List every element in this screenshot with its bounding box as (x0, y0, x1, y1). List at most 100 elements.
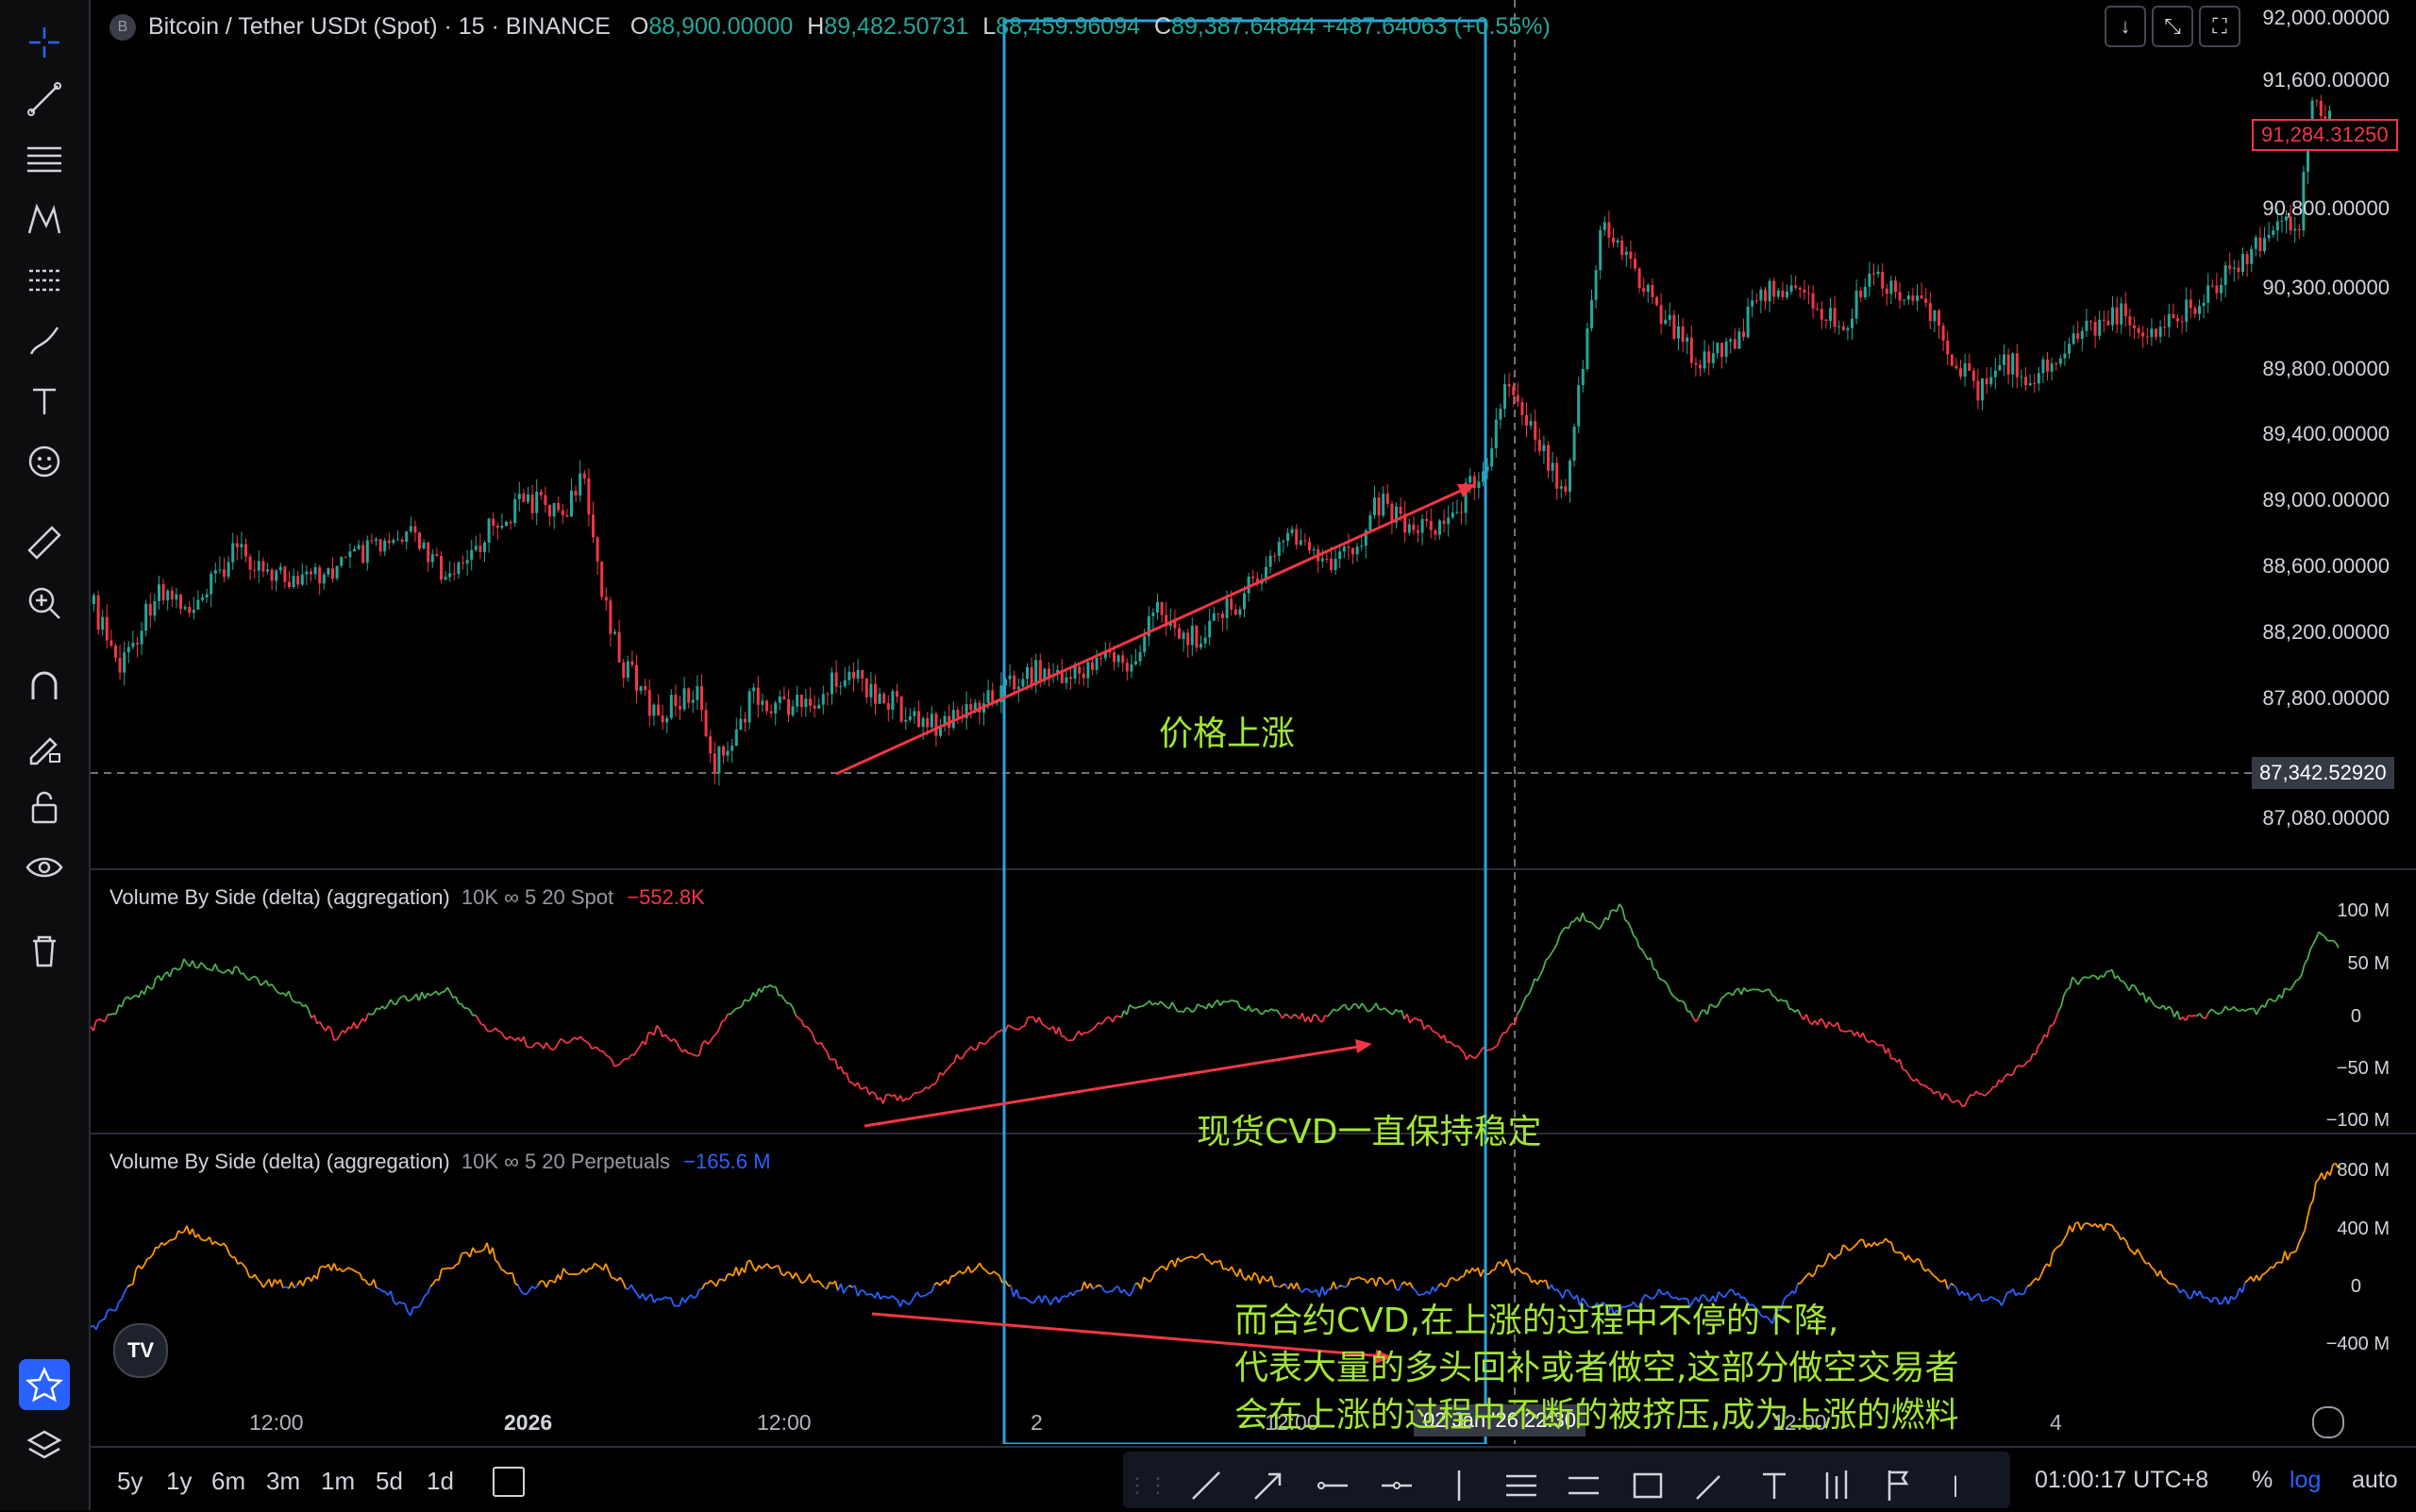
candle-body (410, 527, 412, 532)
candle-body (244, 544, 247, 556)
pattern-icon[interactable] (19, 194, 70, 245)
chart-area[interactable]: B Bitcoin / Tether USDt (Spot) · 15 · BI… (91, 0, 2416, 1444)
brush-icon[interactable] (1689, 1465, 1731, 1506)
perp-cvd-segment (122, 1292, 125, 1299)
spot-cvd-segment (272, 984, 275, 988)
spot-cvd-segment (1676, 999, 1679, 1001)
spot-cvd-segment (2293, 981, 2296, 985)
fib-icon[interactable] (1501, 1465, 1542, 1506)
crosshair-icon[interactable] (19, 17, 70, 68)
current-price-badge: 91,284.31250 (2252, 119, 2398, 151)
ruler-icon[interactable] (19, 517, 70, 568)
fib-retracement-icon[interactable] (19, 134, 70, 185)
spot-cvd-segment (490, 1031, 493, 1032)
candle-body (2003, 354, 2005, 364)
perp-cvd-segment (360, 1273, 362, 1280)
spot-indicator-header[interactable]: Volume By Side (delta) (aggregation) 10K… (109, 885, 705, 910)
spot-cvd-segment (813, 1034, 815, 1042)
lock-drawing-icon[interactable] (19, 721, 70, 772)
clock[interactable]: 01:00:17 UTC+8 (2035, 1467, 2208, 1494)
lock-icon[interactable] (19, 781, 70, 832)
symbol-title[interactable]: Bitcoin / Tether USDt (Spot) · 15 · BINA… (148, 13, 611, 40)
candle-body (1313, 549, 1316, 550)
text-tool-icon[interactable] (19, 376, 70, 427)
spot-cvd-segment (691, 1053, 694, 1055)
emoji-icon[interactable] (19, 436, 70, 487)
timeframe-1d[interactable]: 1d (427, 1467, 454, 1496)
timeframe-1m[interactable]: 1m (321, 1467, 355, 1496)
tradingview-logo[interactable]: TV (113, 1323, 168, 1378)
timeframe-5y[interactable]: 5y (117, 1467, 143, 1496)
more-tools-icon[interactable]: | (1935, 1465, 1976, 1506)
text-icon[interactable] (1753, 1465, 1795, 1506)
candle-body (448, 574, 451, 578)
arrow-icon[interactable] (1248, 1465, 1289, 1506)
parallel-channel-icon[interactable] (1563, 1465, 1604, 1506)
price-axis-label: 90,800.00000 (2262, 196, 2390, 221)
perp-cvd-segment (487, 1243, 490, 1254)
perp-cvd-segment (1141, 1277, 1144, 1288)
auto-scale-toggle[interactable]: auto (2352, 1467, 2398, 1494)
spot-cvd-segment (2143, 993, 2146, 1002)
log-scale-toggle[interactable]: log (2290, 1467, 2321, 1494)
perp-indicator-value: −165.6 M (683, 1150, 770, 1173)
candle-body (1759, 290, 1762, 301)
zoom-in-icon[interactable] (19, 578, 70, 629)
trash-icon[interactable] (19, 925, 70, 976)
spot-cvd-segment (1905, 1070, 1908, 1074)
collapse-icon[interactable]: ⤡ (2152, 6, 2193, 47)
spot-cvd-segment (334, 1040, 337, 1041)
vertical-line-icon[interactable] (1438, 1465, 1480, 1506)
perp-cvd-segment (756, 1266, 759, 1271)
candle-body (748, 691, 751, 722)
candle-body (301, 575, 304, 585)
perp-cvd-segment (912, 1297, 914, 1302)
candle-body (1538, 440, 1541, 451)
perp-cvd-segment (1413, 1288, 1416, 1291)
candle-body (782, 697, 785, 699)
spot-cvd-segment (903, 1099, 906, 1102)
perp-cvd-segment (1971, 1298, 1973, 1300)
perp-cvd-segment (1059, 1297, 1062, 1302)
long-position-icon[interactable] (1816, 1465, 1857, 1506)
timeframe-3m[interactable]: 3m (266, 1467, 300, 1496)
drag-handle-icon[interactable]: ⋮⋮ (1127, 1465, 1168, 1506)
eye-icon[interactable] (19, 842, 70, 893)
trendline-icon[interactable] (19, 74, 70, 125)
perp-indicator-header[interactable]: Volume By Side (delta) (aggregation) 10K… (109, 1150, 771, 1174)
rectangle-icon[interactable] (1627, 1465, 1669, 1506)
spot-cvd-segment (255, 977, 258, 979)
spot-cvd-segment (563, 1040, 566, 1043)
candle-body (1520, 402, 1523, 415)
perp-cvd-segment (1458, 1277, 1461, 1281)
candle-body (1764, 290, 1767, 302)
layers-icon[interactable] (19, 1420, 70, 1470)
timeframe-5d[interactable]: 5d (376, 1467, 403, 1496)
ray-icon[interactable] (1312, 1465, 1353, 1506)
horizontal-line-icon[interactable] (1376, 1465, 1418, 1506)
percent-scale-toggle[interactable]: % (2252, 1467, 2273, 1494)
date-range-icon[interactable] (493, 1467, 525, 1497)
perp-cvd-segment (2276, 1262, 2279, 1263)
spot-cvd-segment (1045, 1026, 1048, 1028)
scroll-down-icon[interactable]: ↓ (2105, 6, 2146, 47)
favorites-star-icon[interactable] (19, 1359, 70, 1410)
fullscreen-icon[interactable]: ⛶ (2199, 6, 2240, 47)
perp-cvd-segment (1393, 1280, 1396, 1288)
perp-cvd-segment (2089, 1224, 2092, 1226)
spot-cvd-segment (606, 1055, 609, 1056)
flag-icon[interactable] (1878, 1465, 1920, 1506)
timeframe-6m[interactable]: 6m (211, 1467, 245, 1496)
forecast-icon[interactable] (19, 255, 70, 306)
candle-body (2272, 230, 2274, 235)
brush-icon[interactable] (19, 315, 70, 366)
candle-body (1924, 298, 1927, 303)
settings-gear-icon[interactable] (2312, 1406, 2344, 1438)
magnet-icon[interactable] (19, 661, 70, 712)
perp-cvd-segment (1956, 1288, 1959, 1296)
perp-cvd-segment (2234, 1297, 2237, 1300)
timeframe-1y[interactable]: 1y (166, 1467, 192, 1496)
candle-body (1820, 309, 1823, 319)
spot-cvd-segment (1022, 1026, 1025, 1027)
trendline-icon[interactable] (1185, 1465, 1227, 1506)
